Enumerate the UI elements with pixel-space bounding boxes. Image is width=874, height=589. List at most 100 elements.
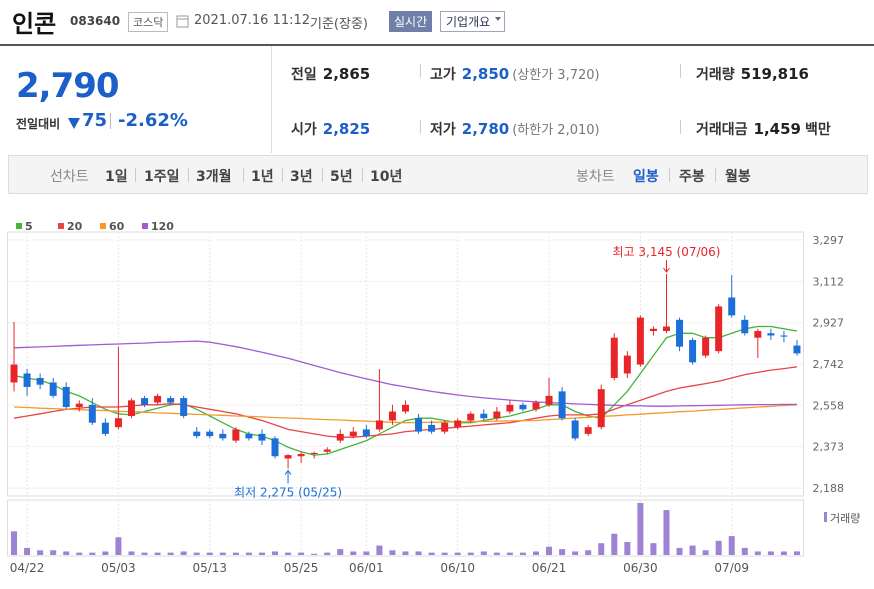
candle-body (689, 339, 697, 363)
period-tab[interactable]: 1년 (251, 169, 274, 185)
volume-bar (219, 552, 226, 555)
market-badge: 코스닥 (128, 12, 169, 32)
volume-bar (493, 552, 500, 555)
x-tick-label: 05/25 (284, 561, 319, 575)
volume-bar (480, 551, 487, 555)
volume-bar (585, 550, 592, 555)
candle-tab[interactable]: 월봉 (725, 169, 751, 185)
volume-bar (89, 552, 96, 555)
volume-bar (702, 550, 709, 555)
candle-body (728, 297, 736, 316)
candle-body (193, 431, 201, 437)
ma-line (13, 340, 797, 407)
candle-body (388, 411, 396, 421)
period-tab[interactable]: 5년 (330, 169, 353, 185)
candle-body (336, 433, 344, 441)
candle-body (415, 418, 423, 432)
candle-body (610, 337, 618, 378)
candle-body (402, 404, 409, 412)
legend-label: 5 (25, 220, 33, 233)
stat-label: 고가 (430, 67, 456, 83)
dropdown-arrow (495, 17, 501, 21)
candle-body (362, 429, 370, 437)
candle-body (219, 433, 227, 439)
x-tick-label: 07/09 (714, 561, 749, 575)
ma-line (13, 325, 798, 456)
x-tick-label: 05/13 (192, 561, 227, 575)
candle-body (532, 402, 540, 410)
x-tick-label: 05/03 (101, 561, 136, 575)
y-tick-label: 2,742 (813, 358, 845, 371)
volume-bar (441, 552, 448, 555)
volume-bar (546, 546, 553, 555)
period-tab[interactable]: 3개월 (196, 169, 232, 185)
volume-bar (519, 552, 526, 555)
candle-body (375, 420, 383, 430)
candle-body (662, 326, 670, 332)
volume-bar (37, 550, 44, 555)
annotation-arrowhead (284, 469, 292, 475)
candle-body (206, 431, 214, 437)
stat: 저가 2,780 (하한가 2,010) (430, 119, 600, 139)
divider (680, 64, 681, 78)
candle-body (519, 404, 527, 410)
candle-body (310, 452, 318, 455)
x-tick-label: 06/21 (532, 561, 567, 575)
change-label: 전일대비 (16, 117, 61, 131)
stat: 거래대금 1,459 백만 (696, 119, 831, 139)
volume-bar (154, 552, 161, 555)
stat-label: 거래대금 (696, 122, 748, 138)
tab-sep (282, 168, 283, 182)
stat-note: (하한가 2,010) (512, 123, 600, 138)
candle-tab-active[interactable]: 일봉 (633, 169, 659, 185)
legend-label: 20 (67, 220, 83, 233)
volume-bar (741, 547, 748, 555)
stat-value: 2,865 (322, 65, 371, 83)
candle-body (741, 319, 749, 334)
stat-value: 2,850 (461, 65, 510, 83)
company-dropdown[interactable]: 기업개요 (440, 11, 506, 32)
candle-body (323, 449, 331, 452)
candle-body (271, 438, 279, 457)
candle-body (114, 418, 122, 428)
volume-bar (467, 552, 474, 555)
volume-bar (611, 533, 618, 555)
volume-bar (767, 551, 774, 555)
x-tick-label: 06/30 (623, 561, 658, 575)
volume-bar (193, 552, 200, 555)
stat-unit: 백만 (804, 122, 831, 138)
candle-tab[interactable]: 주봉 (679, 169, 705, 185)
candle-body (506, 404, 514, 412)
chart: 2,188 2,373 2,558 2,742 2,927 3,112 3,297 04/22… (7, 220, 860, 575)
candle-body (441, 422, 449, 432)
candle-body (258, 433, 266, 441)
period-tab[interactable]: 3년 (290, 169, 313, 185)
stat-note: (상한가 3,720) (512, 68, 600, 83)
stat-value: 519,816 (740, 65, 809, 83)
change: 75 (82, 110, 108, 131)
ma-line (13, 404, 798, 424)
candle-body (493, 411, 501, 419)
volume-bar (532, 551, 539, 555)
volume-bar (650, 543, 657, 555)
tab-bar (8, 155, 868, 194)
candle-body (232, 429, 240, 441)
candle-body (571, 420, 579, 439)
volume-bar (337, 549, 344, 555)
period-tab[interactable]: 10년 (370, 169, 403, 185)
period-tab[interactable]: 1일 (105, 169, 128, 185)
legend-swatch (100, 223, 106, 229)
candle-body (49, 382, 57, 396)
stat-value: 2,780 (461, 120, 510, 138)
candle-body (10, 364, 18, 383)
candle-body (36, 377, 44, 385)
change-pct: -2.62% (118, 110, 188, 131)
period-tab[interactable]: 1주일 (144, 169, 180, 185)
stat-label: 전일 (291, 67, 317, 83)
candle-body (349, 431, 357, 437)
volume-bar (572, 551, 579, 555)
candle-body (75, 403, 83, 408)
volume-bar (780, 551, 787, 555)
divider (420, 64, 421, 78)
realtime-button[interactable]: 실시간 (389, 11, 433, 32)
